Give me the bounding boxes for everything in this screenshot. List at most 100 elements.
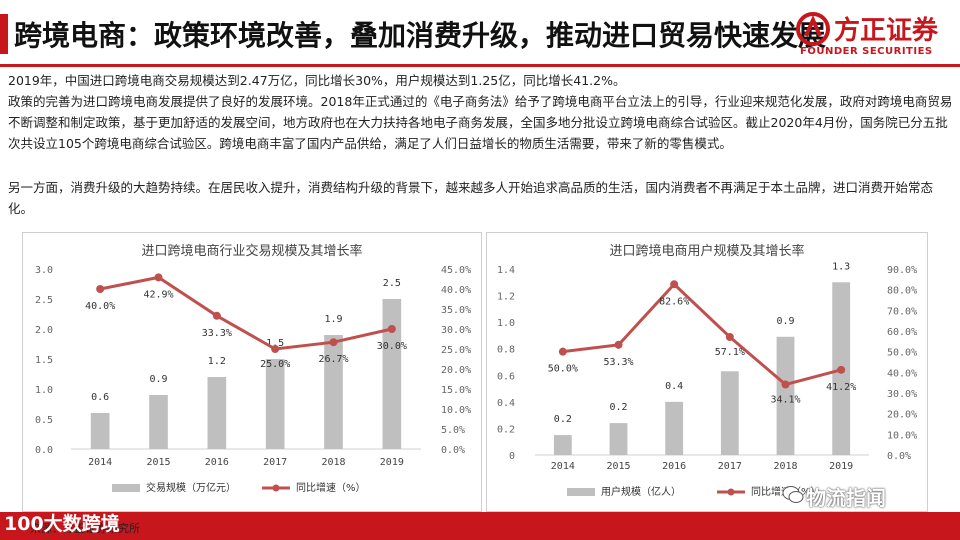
category-label: 2019 bbox=[380, 457, 404, 468]
right-tick-label: 10.0% bbox=[441, 405, 471, 416]
bar bbox=[609, 423, 628, 455]
right-tick-label: 30.0% bbox=[441, 325, 471, 336]
watermark-right: 物流指闻 bbox=[806, 486, 886, 510]
line-data-label: 82.6% bbox=[659, 296, 689, 307]
line-data-label: 25.0% bbox=[260, 359, 290, 370]
line-data-label: 50.0% bbox=[548, 364, 578, 375]
category-label: 2016 bbox=[662, 461, 686, 472]
category-label: 2016 bbox=[205, 457, 229, 468]
category-label: 2018 bbox=[773, 461, 797, 472]
consumption-paragraph: 另一方面，消费升级的大趋势持续。在居民收入提升，消费结构升级的背景下，越来越多人… bbox=[8, 180, 934, 216]
legend-line-marker bbox=[272, 484, 280, 492]
bar bbox=[665, 401, 684, 455]
left-tick-label: 0 bbox=[509, 451, 515, 462]
bar-data-label: 0.2 bbox=[554, 414, 572, 425]
footer-bar bbox=[0, 512, 960, 540]
growth-point bbox=[781, 380, 790, 389]
growth-point bbox=[212, 311, 221, 320]
growth-point bbox=[387, 325, 396, 333]
bar bbox=[324, 335, 343, 449]
title-accent bbox=[0, 14, 8, 54]
growth-point bbox=[329, 338, 338, 347]
bar-data-label: 1.5 bbox=[266, 338, 284, 349]
right-tick-label: 0.0% bbox=[441, 445, 465, 456]
right-tick-label: 40.0% bbox=[441, 285, 471, 296]
left-tick-label: 3.0 bbox=[35, 265, 53, 276]
line-data-label: 33.3% bbox=[202, 328, 232, 339]
legend-bar-swatch bbox=[567, 488, 595, 496]
right-tick-label: 45.0% bbox=[441, 265, 471, 276]
bar-data-label: 1.9 bbox=[324, 314, 342, 325]
bar bbox=[149, 395, 168, 449]
right-tick-label: 80.0% bbox=[887, 286, 917, 297]
category-label: 2015 bbox=[146, 457, 170, 468]
line-data-label: 40.0% bbox=[85, 301, 115, 312]
left-tick-label: 1.2 bbox=[497, 292, 515, 303]
growth-point bbox=[154, 273, 163, 282]
category-label: 2015 bbox=[606, 461, 630, 472]
left-tick-label: 1.0 bbox=[497, 318, 515, 329]
right-tick-label: 20.0% bbox=[887, 410, 917, 421]
bar-data-label: 0.9 bbox=[149, 374, 167, 385]
category-label: 2017 bbox=[263, 457, 287, 468]
left-tick-label: 1.5 bbox=[35, 355, 53, 366]
logo-en-text: FOUNDER SECURITIES bbox=[800, 46, 933, 57]
bar-data-label: 0.9 bbox=[776, 316, 794, 327]
right-tick-label: 60.0% bbox=[887, 327, 917, 338]
policy-paragraph: 政策的完善为进口跨境电商发展提供了良好的发展环境。2018年正式通过的《电子商务… bbox=[8, 94, 953, 151]
right-tick-label: 30.0% bbox=[887, 389, 917, 400]
right-tick-label: 50.0% bbox=[887, 348, 917, 359]
chart-title: 进口跨境电商用户规模及其增长率 bbox=[609, 243, 804, 259]
growth-point bbox=[725, 332, 734, 341]
category-label: 2019 bbox=[829, 461, 853, 472]
line-data-label: 26.7% bbox=[318, 354, 348, 365]
category-label: 2014 bbox=[551, 461, 575, 472]
chart-panel-1: 进口跨境电商行业交易规模及其增长率 0.0 0.5 1.0 1.5 2.0 2.5 3.0 0.… bbox=[22, 232, 482, 512]
legend-bar-label: 用户规模（亿人） bbox=[601, 485, 681, 498]
bar bbox=[720, 371, 739, 455]
line-data-label: 34.1% bbox=[770, 395, 800, 406]
legend-bar-swatch bbox=[112, 484, 140, 492]
bar-data-label: 1.2 bbox=[208, 356, 226, 367]
left-tick-label: 0.2 bbox=[497, 424, 515, 435]
bar-data-label: 0.6 bbox=[91, 392, 109, 403]
wechat-icon bbox=[782, 486, 804, 503]
right-tick-label: 5.0% bbox=[441, 425, 465, 436]
right-tick-label: 70.0% bbox=[887, 306, 917, 317]
line-data-label: 42.9% bbox=[143, 289, 173, 300]
legend-bar-label: 交易规模（万亿元） bbox=[146, 481, 236, 494]
left-tick-label: 2.5 bbox=[35, 295, 53, 306]
line-data-label: 41.2% bbox=[826, 382, 856, 393]
bar bbox=[265, 359, 285, 449]
growth-point bbox=[837, 365, 846, 374]
legend-line-label: 同比增速（%） bbox=[296, 481, 366, 494]
left-tick-label: 0.0 bbox=[35, 445, 53, 456]
growth-point bbox=[271, 345, 280, 353]
growth-point bbox=[614, 340, 623, 349]
trade-scale-chart: 进口跨境电商行业交易规模及其增长率 0.0 0.5 1.0 1.5 2.0 2.5 3.0 0.… bbox=[35, 243, 471, 494]
bar-data-label: 0.4 bbox=[665, 381, 683, 392]
bar-data-label: 2.5 bbox=[383, 278, 401, 289]
growth-line bbox=[99, 275, 393, 351]
right-tick-label: 90.0% bbox=[887, 265, 917, 276]
left-tick-label: 0.6 bbox=[497, 371, 515, 382]
right-tick-label: 15.0% bbox=[441, 385, 471, 396]
right-tick-label: 35.0% bbox=[441, 305, 471, 316]
right-tick-label: 40.0% bbox=[887, 368, 917, 379]
logo-mark-icon bbox=[796, 12, 830, 46]
category-label: 2017 bbox=[718, 461, 742, 472]
bar bbox=[382, 299, 402, 449]
watermark-left: 100大数跨境 bbox=[4, 513, 120, 535]
growth-line bbox=[562, 282, 842, 387]
brand-logo: 方正证券 FOUNDER SECURITIES bbox=[790, 8, 960, 60]
chart-panel-2: 进口跨境电商用户规模及其增长率 0 0.2 0.4 0.6 0.8 1.0 1.2 1.4 0.0… bbox=[486, 232, 928, 512]
user-scale-chart: 进口跨境电商用户规模及其增长率 0 0.2 0.4 0.6 0.8 1.0 1.2 1.4 0.0… bbox=[497, 243, 917, 498]
category-label: 2014 bbox=[88, 457, 112, 468]
line-data-label: 57.1% bbox=[715, 347, 745, 358]
left-tick-label: 2.0 bbox=[35, 325, 53, 336]
source-note: 来源：方正证券研究所 bbox=[30, 522, 140, 535]
line-data-label: 53.3% bbox=[603, 357, 633, 368]
right-tick-label: 20.0% bbox=[441, 365, 471, 376]
bar bbox=[207, 377, 227, 449]
legend-line-marker bbox=[727, 488, 735, 496]
